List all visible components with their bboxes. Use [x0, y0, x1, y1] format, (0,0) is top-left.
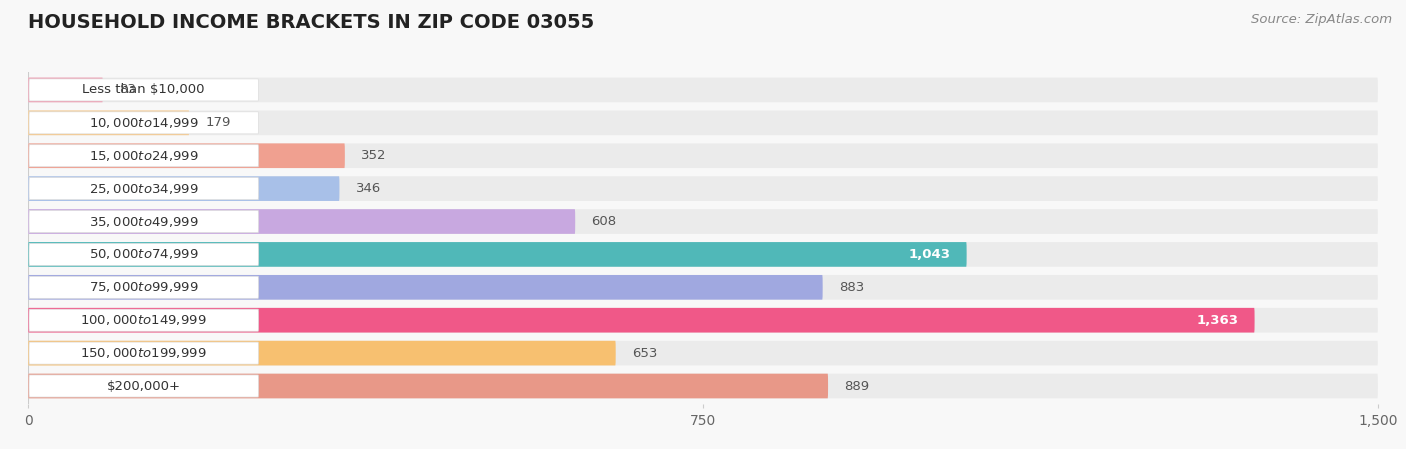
FancyBboxPatch shape: [30, 243, 259, 265]
Text: $10,000 to $14,999: $10,000 to $14,999: [89, 116, 198, 130]
FancyBboxPatch shape: [30, 112, 259, 134]
FancyBboxPatch shape: [28, 275, 1378, 299]
Text: 83: 83: [120, 84, 136, 97]
Text: $150,000 to $199,999: $150,000 to $199,999: [80, 346, 207, 360]
Text: Source: ZipAtlas.com: Source: ZipAtlas.com: [1251, 13, 1392, 26]
Text: $100,000 to $149,999: $100,000 to $149,999: [80, 313, 207, 327]
FancyBboxPatch shape: [30, 342, 259, 364]
FancyBboxPatch shape: [28, 275, 823, 299]
Text: $200,000+: $200,000+: [107, 379, 181, 392]
Text: $75,000 to $99,999: $75,000 to $99,999: [89, 280, 198, 294]
FancyBboxPatch shape: [28, 143, 344, 168]
FancyBboxPatch shape: [28, 78, 1378, 102]
FancyBboxPatch shape: [28, 143, 1378, 168]
FancyBboxPatch shape: [30, 211, 259, 233]
FancyBboxPatch shape: [28, 341, 1378, 365]
Text: 1,363: 1,363: [1197, 314, 1239, 327]
FancyBboxPatch shape: [28, 374, 828, 398]
FancyBboxPatch shape: [30, 79, 259, 101]
Text: 889: 889: [844, 379, 869, 392]
FancyBboxPatch shape: [28, 242, 967, 267]
Text: $25,000 to $34,999: $25,000 to $34,999: [89, 182, 198, 196]
FancyBboxPatch shape: [28, 176, 1378, 201]
FancyBboxPatch shape: [30, 178, 259, 200]
FancyBboxPatch shape: [28, 110, 1378, 135]
FancyBboxPatch shape: [30, 276, 259, 298]
FancyBboxPatch shape: [28, 242, 1378, 267]
Text: 352: 352: [361, 149, 387, 162]
FancyBboxPatch shape: [28, 308, 1378, 333]
Text: 883: 883: [839, 281, 865, 294]
Text: $50,000 to $74,999: $50,000 to $74,999: [89, 247, 198, 261]
Text: 346: 346: [356, 182, 381, 195]
FancyBboxPatch shape: [28, 110, 190, 135]
FancyBboxPatch shape: [28, 176, 339, 201]
FancyBboxPatch shape: [30, 145, 259, 167]
Text: 1,043: 1,043: [908, 248, 950, 261]
FancyBboxPatch shape: [28, 209, 575, 234]
FancyBboxPatch shape: [28, 341, 616, 365]
FancyBboxPatch shape: [28, 308, 1254, 333]
Text: Less than $10,000: Less than $10,000: [83, 84, 205, 97]
Text: HOUSEHOLD INCOME BRACKETS IN ZIP CODE 03055: HOUSEHOLD INCOME BRACKETS IN ZIP CODE 03…: [28, 13, 595, 32]
Text: 608: 608: [592, 215, 617, 228]
FancyBboxPatch shape: [30, 375, 259, 397]
FancyBboxPatch shape: [28, 374, 1378, 398]
Text: $35,000 to $49,999: $35,000 to $49,999: [89, 215, 198, 229]
Text: 179: 179: [205, 116, 231, 129]
Text: $15,000 to $24,999: $15,000 to $24,999: [89, 149, 198, 163]
FancyBboxPatch shape: [30, 309, 259, 331]
Text: 653: 653: [631, 347, 657, 360]
FancyBboxPatch shape: [28, 209, 1378, 234]
FancyBboxPatch shape: [28, 78, 103, 102]
